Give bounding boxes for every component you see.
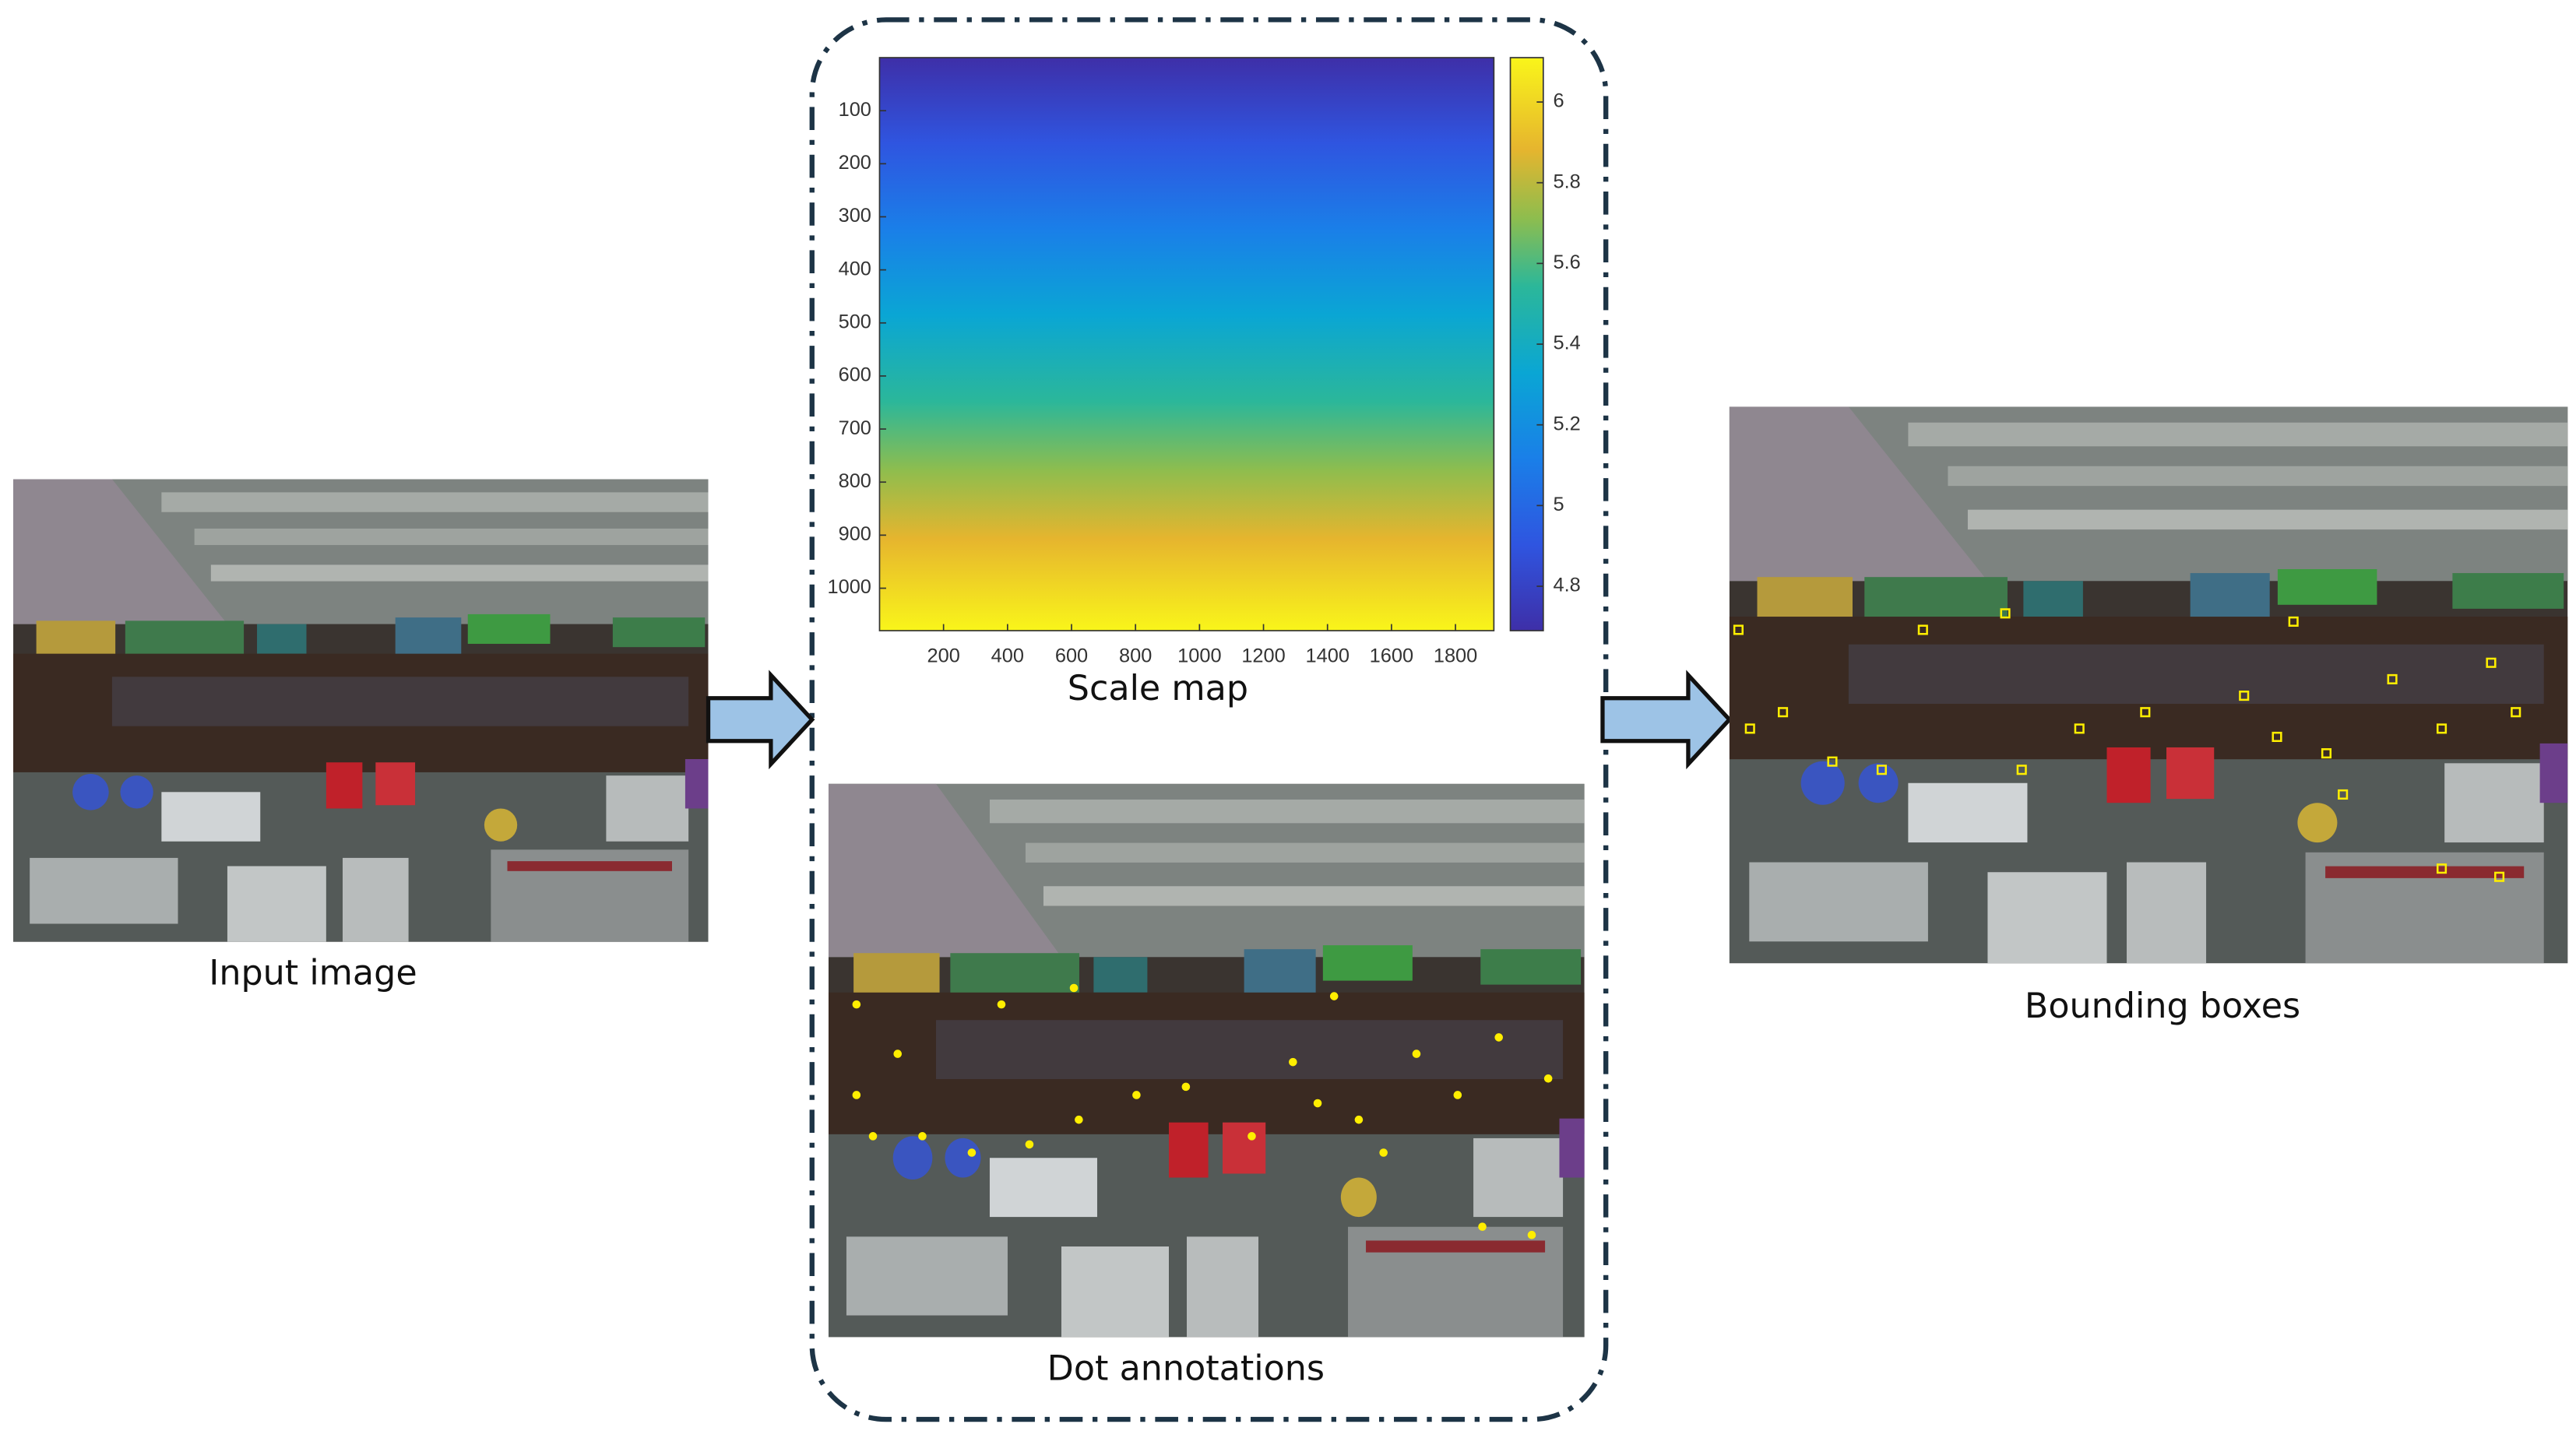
y-tick-label: 100 [839,99,871,121]
bounding-box-image [1729,406,2568,964]
caption: Input image [209,954,417,993]
x-tick-label: 1600 [1370,645,1413,667]
y-tick-label: 500 [839,311,871,332]
colorbar-tick-label: 4.8 [1554,575,1581,596]
bounding-boxes [1733,608,2521,882]
x-tick-label: 1000 [1177,645,1221,667]
x-tick-label: 1800 [1434,645,1477,667]
colorbar-tick-label: 5.4 [1554,332,1581,354]
caption: Dot annotations [1047,1348,1325,1388]
colorbar-tick-label: 5.6 [1554,251,1581,273]
input-image [13,479,709,942]
dot-annotation-image [828,783,1585,1338]
x-tick-label: 400 [991,645,1024,667]
x-tick-label: 1200 [1241,645,1285,667]
y-tick-label: 200 [839,152,871,174]
x-tick-label: 1400 [1306,645,1350,667]
x-tick-label: 800 [1119,645,1152,667]
y-tick-label: 400 [839,258,871,280]
caption: Scale map [1068,669,1248,708]
dot-annotations [852,983,1553,1239]
x-tick-label: 200 [927,645,960,667]
y-tick-label: 600 [839,364,871,386]
scale-heatmap [878,57,1495,631]
arrow [706,670,815,770]
colorbar-tick-label: 5.2 [1554,413,1581,434]
y-tick-label: 700 [839,417,871,439]
colorbar-tick-label: 6 [1554,90,1564,112]
y-tick-label: 900 [839,523,871,545]
y-tick-label: 1000 [827,576,871,598]
y-tick-label: 300 [839,205,871,227]
colorbar-tick-label: 5.8 [1554,171,1581,192]
arrow [1600,670,1733,770]
y-tick-label: 800 [839,470,871,492]
caption: Bounding boxes [2025,986,2300,1026]
colorbar-tick-label: 5 [1554,494,1564,515]
x-tick-label: 600 [1055,645,1088,667]
